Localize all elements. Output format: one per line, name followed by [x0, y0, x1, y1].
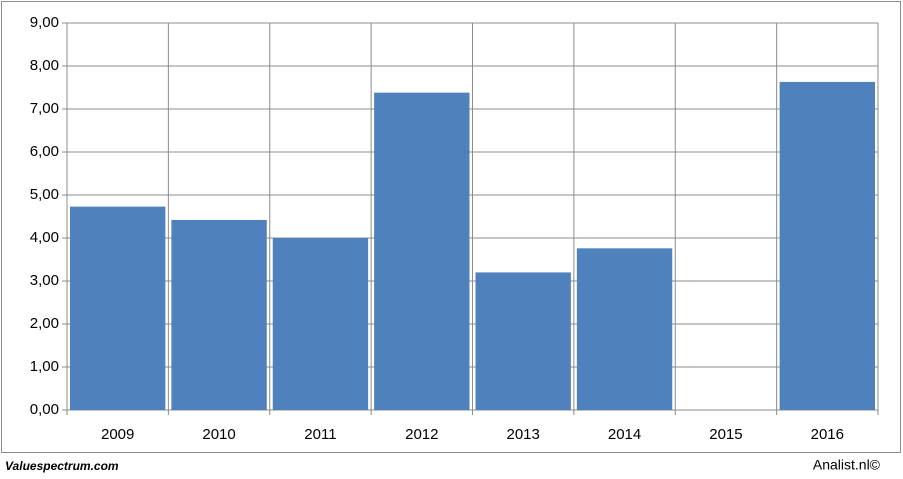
- bar: [576, 248, 673, 410]
- y-tick-label: 1,00: [30, 358, 59, 375]
- source-left: Valuespectrum.com: [5, 459, 119, 473]
- y-tick-label: 7,00: [30, 100, 59, 117]
- y-tick-label: 8,00: [30, 57, 59, 74]
- bar: [374, 92, 470, 410]
- x-tick-label: 2014: [608, 426, 641, 443]
- y-tick-label: 9,00: [30, 14, 59, 31]
- y-tick-label: 2,00: [30, 315, 59, 332]
- bar: [779, 81, 875, 410]
- y-tick-label: 3,00: [30, 272, 59, 289]
- x-tick-label: 2012: [405, 426, 438, 443]
- y-tick-label: 4,00: [30, 229, 59, 246]
- bar: [70, 206, 166, 410]
- x-tick-label: 2009: [101, 426, 134, 443]
- bar: [475, 272, 571, 410]
- y-tick-label: 6,00: [30, 143, 59, 160]
- source-right: Analist.nl©: [813, 457, 881, 473]
- x-tick-label: 2015: [709, 426, 742, 443]
- bar: [171, 219, 267, 410]
- x-tick-label: 2016: [811, 426, 844, 443]
- x-tick-label: 2011: [304, 426, 336, 443]
- x-tick-label: 2013: [507, 426, 540, 443]
- y-tick-label: 5,00: [30, 186, 59, 203]
- x-tick-label: 2010: [202, 426, 235, 443]
- y-tick-label: 0,00: [30, 401, 59, 418]
- bar: [272, 238, 369, 410]
